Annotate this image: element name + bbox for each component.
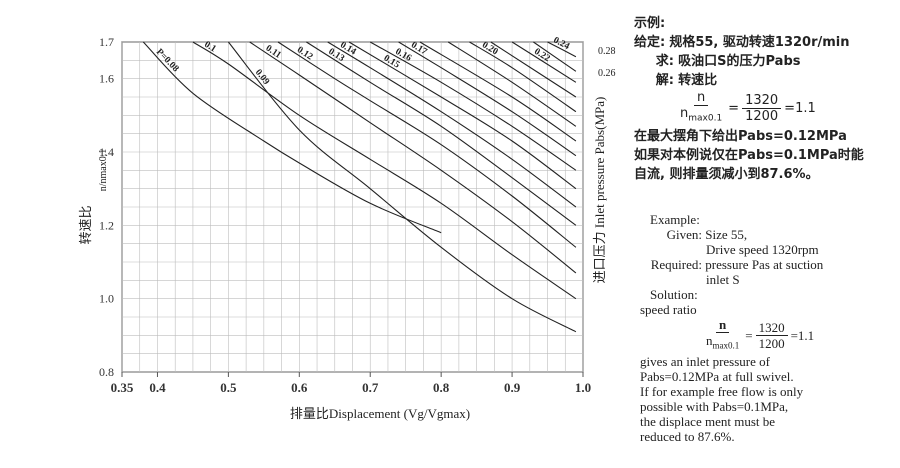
x-tick-label: 1.0 xyxy=(575,380,591,395)
chart-grid xyxy=(121,41,584,373)
zh-line-3: 自流, 则排量须减小到87.6%。 xyxy=(634,166,819,182)
pressure-curve-0.22 xyxy=(511,41,577,83)
en-line-6: reduced to 87.6%. xyxy=(640,428,735,444)
en-line-2: Pabs=0.12MPa at full swivel. xyxy=(640,368,794,384)
en-speed-ratio-formula: n nmax0.1 = 1320 1200 =1.1 xyxy=(706,317,815,351)
y-axis-title: 转速比 xyxy=(78,205,93,244)
pressure-curve-0.13 xyxy=(306,41,577,226)
chart-curves xyxy=(142,41,577,333)
en-line-4: possible with Pabs=0.1MPa, xyxy=(640,398,789,414)
y-tick-label: 1.0 xyxy=(99,292,114,306)
curve-label-0.20: 0.20 xyxy=(480,40,500,57)
pressure-curve-0.18 xyxy=(419,41,577,142)
x-tick-label: 0.5 xyxy=(220,380,237,395)
edge-label-0.28: 0.28 xyxy=(598,46,616,57)
zh-given: 给定: 规格55, 驱动转速1320r/min xyxy=(634,35,850,50)
pressure-curve-0.11 xyxy=(249,41,577,274)
pressure-curve-0.1 xyxy=(192,41,577,300)
y-tick-label: 1.2 xyxy=(99,218,114,232)
zh-line-1: 在最大摆角下给出Pabs=0.12MPa xyxy=(634,128,847,144)
x-axis-title: 排量比Displacement (Vg/Vgmax) xyxy=(290,406,470,421)
curve-label-0.08: P=0.08 xyxy=(154,47,181,74)
x-tick-label: 0.9 xyxy=(504,380,521,395)
zh-speed-ratio-formula: n nmax0.1 = 1320 1200 =1.1 xyxy=(680,90,816,124)
pressure-curve-0.09 xyxy=(227,41,577,333)
curve-label-0.12: 0.12 xyxy=(295,45,315,63)
inlet-pressure-chart: 0.09P=0.080.1 0.11 0.12 0.130.140.150.160.1… xyxy=(78,35,616,421)
pressure-curve-0.23 xyxy=(533,41,577,72)
curve-label-0.11: 0.11 xyxy=(264,44,283,61)
pressure-curve-0.17 xyxy=(398,41,577,157)
x-tick-label: 0.6 xyxy=(291,380,308,395)
x-tick-label: 0.4 xyxy=(149,380,166,395)
y-tick-label: 1.4 xyxy=(99,145,114,159)
pressure-curve-0.08 xyxy=(142,41,442,234)
pressure-curve-0.20 xyxy=(469,41,577,113)
en-example: Example: xyxy=(650,212,700,227)
pressure-curve-0.21 xyxy=(490,41,577,98)
pressure-curve-0.14 xyxy=(327,41,577,208)
en-speed-ratio: speed ratio xyxy=(640,302,697,317)
right-axis-title: 进口压力 Inlet pressure Pabs(MPa) xyxy=(592,97,607,284)
y-tick-label: 0.8 xyxy=(99,365,114,379)
zh-solution: 解: 转速比 xyxy=(655,73,718,88)
pressure-curve-0.16 xyxy=(369,41,577,171)
en-given-1: Given: Size 55, xyxy=(666,227,748,242)
zh-line-2: 如果对本例说仅在Pabs=0.1MPa时能 xyxy=(634,147,864,163)
chart-ticks: 0.35 0.4 0.5 0.6 0.7 0.8 0.9 1.0 0.8 1.0 1.2 1.4 1.6… xyxy=(99,35,591,395)
en-given-2: Drive speed 1320rpm xyxy=(706,242,819,257)
curve-label-0.22: 0.22 xyxy=(532,47,552,64)
zh-required: 求: 吸油口S的压力Pabs xyxy=(655,54,801,69)
en-required-2: inlet S xyxy=(706,272,740,287)
pressure-curve-0.12 xyxy=(277,41,577,248)
pressure-curve-0.24 xyxy=(547,41,577,58)
y-tick-label: 1.7 xyxy=(99,35,114,49)
english-example-panel: Example: Given: Size 55, Drive speed 132… xyxy=(640,212,898,444)
en-required-1: Required: pressure Pas at suction xyxy=(650,257,824,272)
y-axis-subtitle: n/nmax0.1 xyxy=(98,149,109,192)
y-tick-label: 1.6 xyxy=(99,72,114,86)
x-tick-label: 0.35 xyxy=(111,380,134,395)
x-tick-label: 0.8 xyxy=(433,380,450,395)
chart-curve-labels: 0.09P=0.080.1 0.11 0.12 0.130.140.150.160.1… xyxy=(154,36,616,88)
pressure-curve-0.15 xyxy=(348,41,577,190)
edge-label-0.26: 0.26 xyxy=(598,68,616,79)
chinese-example-panel: 示例: 给定: 规格55, 驱动转速1320r/min 求: 吸油口S的压力Pa… xyxy=(634,14,896,184)
zh-title: 示例: xyxy=(634,16,666,31)
en-line-1: gives an inlet pressure of xyxy=(640,353,770,369)
en-line-3: If for example free flow is only xyxy=(640,383,804,399)
en-line-5: the displace ment must be xyxy=(640,413,776,429)
pressure-curve-0.19 xyxy=(447,41,577,127)
en-solution: Solution: xyxy=(650,287,698,302)
x-tick-label: 0.7 xyxy=(362,380,379,395)
